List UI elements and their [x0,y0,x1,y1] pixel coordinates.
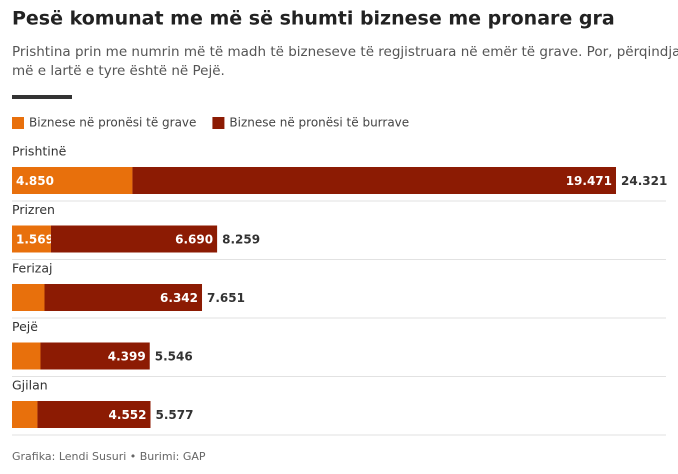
category-label: Gjilan [12,378,48,393]
legend-label: Biznese në pronësi të grave [29,116,196,130]
total-label: 5.546 [155,350,193,364]
value-label: 6.690 [175,233,213,247]
total-label: 5.577 [156,408,194,422]
total-label: 24.321 [621,174,667,188]
bar-segment [12,401,38,428]
legend-swatch [212,117,225,129]
legend-swatch [12,117,24,129]
total-label: 7.651 [207,291,245,305]
bar-segment [40,342,150,370]
chart-title: Pesë komunat me më së shumti biznese me … [12,8,615,30]
legend-label: Biznese në pronësi të burrave [229,116,409,130]
bar-segment [44,284,203,311]
value-label: 1.569 [16,233,54,247]
bar-segment [12,342,41,370]
value-label: 4.399 [108,350,146,364]
value-label: 19.471 [566,174,612,188]
value-label: 4.552 [109,408,147,422]
bar-segment [12,225,51,253]
bar-segment [12,284,45,311]
category-label: Prishtinë [12,144,67,159]
source: Grafika: Lendi Susuri • Burimi: GAP [12,450,206,463]
category-label: Ferizaj [12,261,53,276]
bar-segment [12,167,133,194]
divider [12,95,72,99]
category-label: Prizren [12,202,55,217]
bar-segment [50,225,218,253]
subtitle: më e lartë e tyre është në Pejë. [12,63,225,79]
value-label: 4.850 [16,174,54,188]
category-label: Pejë [12,319,38,334]
bar-segment [37,401,151,428]
subtitle: Prishtina prin me numrin më të madh të b… [12,44,678,60]
total-label: 8.259 [222,233,260,247]
value-label: 6.342 [160,291,198,305]
bar-segment [132,167,616,194]
